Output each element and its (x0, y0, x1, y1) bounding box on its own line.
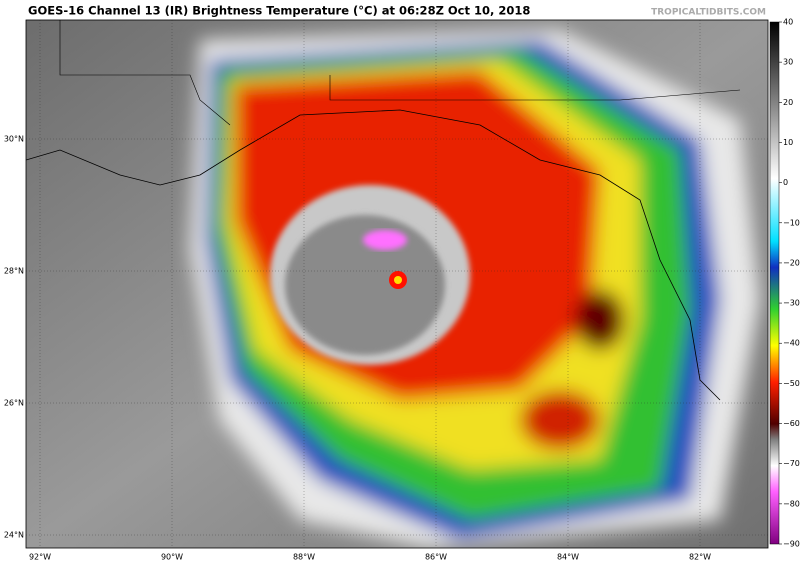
lon-label: 92°W (29, 553, 51, 562)
colorbar-label: −80 (783, 499, 800, 508)
colorbar-label: −10 (783, 218, 800, 227)
lon-label: 84°W (557, 553, 579, 562)
colorbar-label: −40 (783, 339, 800, 348)
colorbar-label: −20 (783, 258, 800, 267)
map-frame (25, 19, 769, 549)
lat-label: 28°N (4, 267, 24, 276)
colorbar-label: −50 (783, 379, 800, 388)
lat-label: 26°N (4, 399, 24, 408)
colorbar-label: −30 (783, 299, 800, 308)
colorbar-label: 40 (783, 18, 793, 27)
lon-label: 90°W (161, 553, 183, 562)
colorbar-label: 20 (783, 98, 793, 107)
colorbar-label: −60 (783, 419, 800, 428)
lon-label: 88°W (293, 553, 315, 562)
lat-label: 24°N (4, 531, 24, 540)
colorbar-label: −90 (783, 540, 800, 549)
title: GOES-16 Channel 13 (IR) Brightness Tempe… (28, 4, 530, 18)
lon-label: 82°W (689, 553, 711, 562)
graticule (26, 20, 768, 548)
colorbar-label: −70 (783, 459, 800, 468)
colorbar-label: 10 (783, 138, 793, 147)
lon-label: 86°W (425, 553, 447, 562)
source: TROPICALTIDBITS.COM (651, 8, 766, 18)
colorbar-label: 30 (783, 58, 793, 67)
colorbar-label: 0 (783, 178, 788, 187)
colorbar (769, 21, 780, 545)
satellite-image (26, 20, 768, 548)
lat-label: 30°N (4, 135, 24, 144)
